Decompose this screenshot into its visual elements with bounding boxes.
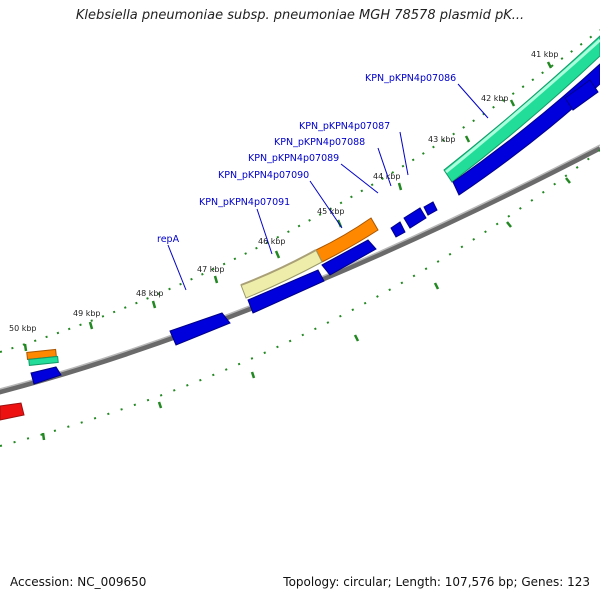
tick-label-49: 49 kbp [73, 309, 101, 318]
tick-44 [397, 182, 403, 191]
tick-46 [274, 250, 281, 259]
tick-label-47: 47 kbp [197, 265, 225, 274]
feature-green-small[interactable] [28, 355, 59, 366]
gene-label-07086[interactable]: KPN_pKPN4p07086 [365, 73, 456, 84]
feature-cds-07088[interactable] [403, 207, 427, 229]
gene-label-07088[interactable]: KPN_pKPN4p07088 [274, 137, 365, 148]
gene-label-07091[interactable]: KPN_pKPN4p07091 [199, 197, 290, 208]
tick-label-44: 44 kbp [373, 172, 401, 181]
tick-43 [464, 135, 471, 143]
gene-label-07090[interactable]: KPN_pKPN4p07090 [218, 170, 309, 181]
gene-labels[interactable]: KPN_pKPN4p07086 KPN_pKPN4p07087 KPN_pKPN… [157, 73, 456, 245]
feature-repA[interactable] [169, 312, 231, 346]
summary-text: Topology: circular; Length: 107,576 bp; … [283, 575, 590, 589]
feature-cds-left[interactable] [30, 366, 62, 385]
map-title: Klebsiella pneumoniae subsp. pneumoniae … [75, 8, 525, 23]
tick-47 [213, 275, 219, 284]
gene-label-repA[interactable]: repA [157, 234, 180, 245]
features[interactable] [0, 35, 600, 421]
feature-cds-07089[interactable] [390, 221, 406, 238]
tick-label-48: 48 kbp [136, 289, 164, 298]
label-leaders [167, 83, 489, 291]
tick-49 [88, 321, 94, 330]
tick-48 [151, 300, 157, 309]
tick-label-43: 43 kbp [428, 135, 456, 144]
gene-label-07087[interactable]: KPN_pKPN4p07087 [299, 121, 390, 132]
feature-cds-07090[interactable] [321, 239, 377, 276]
feature-cds-07087[interactable] [423, 201, 438, 216]
inner-tick-ring [0, 149, 600, 447]
backbone-line [0, 145, 600, 395]
tick-label-41: 41 kbp [531, 50, 559, 59]
tick-42 [509, 99, 516, 107]
accession-text: Accession: NC_009650 [10, 575, 147, 589]
feature-cds-end[interactable] [564, 79, 599, 111]
feature-orange-gene[interactable] [315, 217, 379, 263]
major-ticks [23, 61, 571, 441]
tick-label-50: 50 kbp [9, 324, 37, 333]
feature-cds-07091[interactable] [247, 269, 325, 314]
feature-cds-07086[interactable] [452, 63, 600, 196]
feature-red-gene[interactable] [0, 402, 25, 421]
tick-50 [23, 343, 28, 352]
tick-label-46: 46 kbp [258, 237, 286, 246]
gene-label-07089[interactable]: KPN_pKPN4p07089 [248, 153, 339, 164]
tick-label-42: 42 kbp [481, 94, 509, 103]
tick-41 [546, 61, 553, 69]
